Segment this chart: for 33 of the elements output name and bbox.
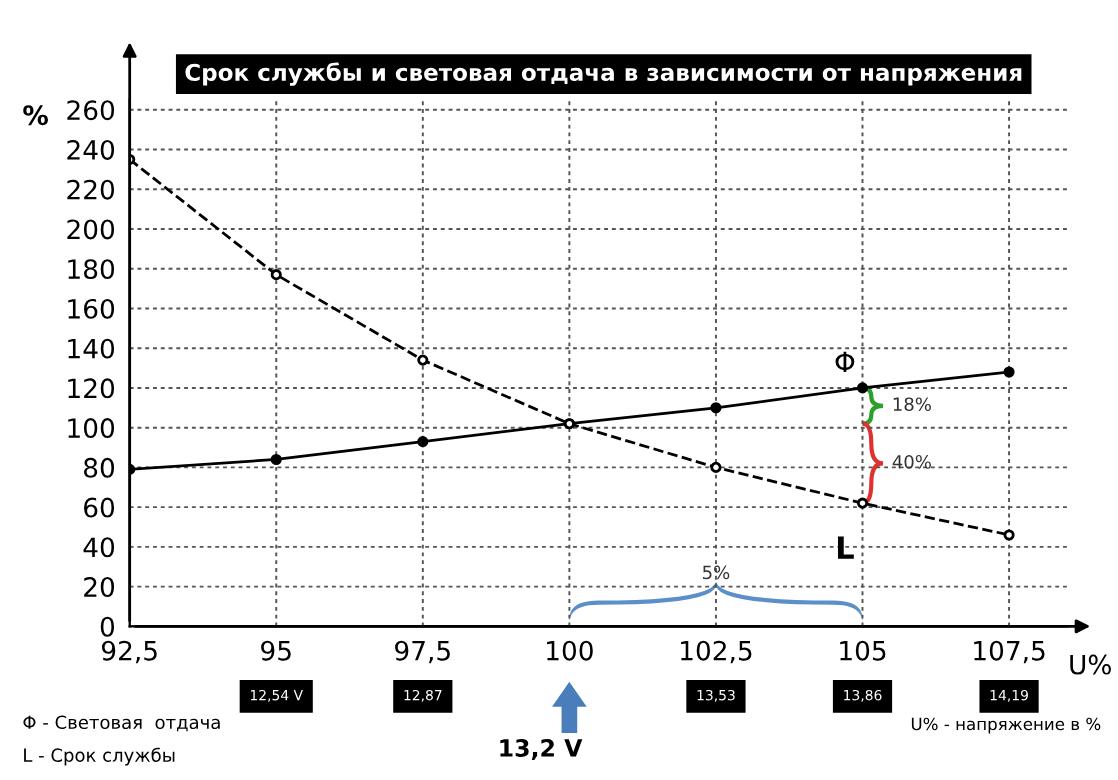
x-tick-label: 102,5 bbox=[681, 640, 752, 664]
y-tick-label: 200 bbox=[67, 219, 115, 240]
series-label: Φ bbox=[835, 351, 855, 373]
annotation: 40% bbox=[892, 455, 931, 469]
x-tick-label: 97,5 bbox=[395, 640, 450, 664]
y-tick-label: 100 bbox=[68, 418, 115, 439]
text: 13,2 V bbox=[500, 739, 583, 760]
y-tick-label: 40 bbox=[83, 537, 115, 558]
annotation: 5% bbox=[703, 565, 730, 580]
x-tick-label: 92,5 bbox=[101, 640, 157, 664]
text: Φ - Световая отдача bbox=[23, 715, 220, 732]
text: L - Срок службы bbox=[24, 747, 175, 766]
x-tick-label: 107,5 bbox=[974, 640, 1045, 664]
text: U% - напряжение в % bbox=[911, 717, 1101, 734]
y-tick-label: 20 bbox=[84, 577, 115, 598]
chart-title: Срок службы и световая отдача в зависимости от напряжения bbox=[185, 62, 1022, 86]
y-tick-label: 0 bbox=[100, 616, 115, 637]
y-tick-label: 140 bbox=[68, 338, 115, 359]
y-tick-label: 60 bbox=[84, 497, 115, 518]
y-tick-label: 80 bbox=[84, 457, 115, 478]
x-axis-title: U% bbox=[1070, 654, 1111, 675]
series-label: L bbox=[837, 536, 854, 559]
y-tick-label: 120 bbox=[68, 378, 115, 399]
y-tick-label: 220 bbox=[67, 179, 115, 200]
y-tick-label: 180 bbox=[68, 259, 115, 280]
y-tick-label: 160 bbox=[68, 298, 115, 319]
x-tick-label: 95 bbox=[261, 640, 291, 661]
y-axis-title: % bbox=[23, 105, 48, 126]
y-tick-label: 240 bbox=[67, 139, 115, 160]
x-tick-label: 105 bbox=[840, 640, 886, 661]
x-tick-label: 100 bbox=[547, 640, 593, 661]
annotation: 18% bbox=[893, 397, 931, 412]
y-tick-label: 260 bbox=[67, 100, 115, 121]
